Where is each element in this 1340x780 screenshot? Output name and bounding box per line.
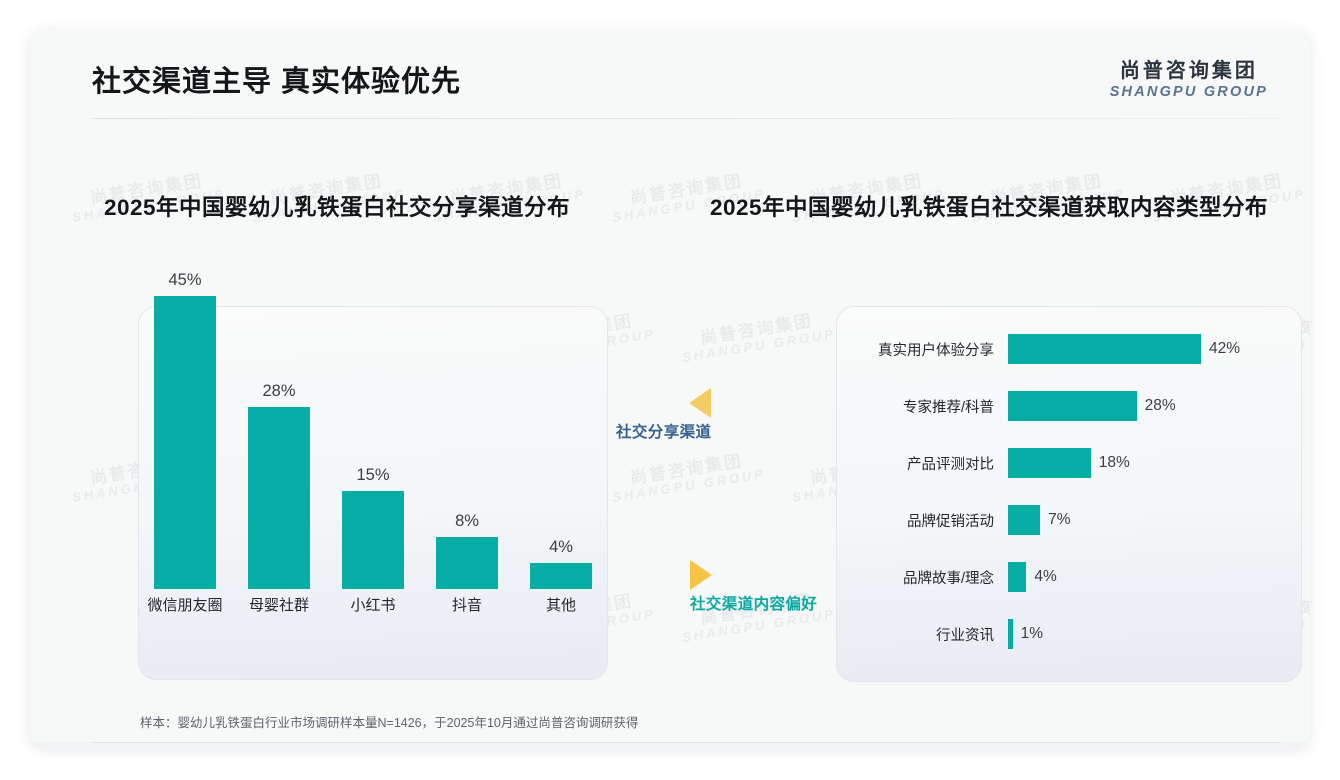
horizontal-bar-track: 28% <box>1008 391 1302 421</box>
vertical-bar-item[interactable]: 45% <box>154 244 216 589</box>
horizontal-bar-value-label: 1% <box>1020 625 1043 642</box>
chart-title-left: 2025年中国婴幼儿乳铁蛋白社交分享渠道分布 <box>104 195 571 220</box>
vertical-bar-columns: 45% 28% 15% 8% 4% <box>138 244 608 589</box>
vertical-bar-value-label: 15% <box>356 466 390 485</box>
vertical-bar-category-label: 母婴社群 <box>248 597 309 614</box>
horizontal-bar-category-label: 真实用户体验分享 <box>878 342 994 359</box>
horizontal-bar-item[interactable]: 行业资讯 1% <box>836 617 1302 651</box>
slide-footer: ©2025.12 SHANGPU GROUP www.shangpu-china… <box>30 742 1310 748</box>
horizontal-bar-category-label: 产品评测对比 <box>907 456 994 473</box>
vertical-bar-rect <box>248 406 310 589</box>
vertical-bar-category-label: 其他 <box>545 597 576 614</box>
marker-social-share-channel-label: 社交分享渠道 <box>616 424 712 441</box>
page-title: 社交渠道主导 真实体验优先 <box>92 66 462 98</box>
header-divider <box>92 118 1280 119</box>
triangle-left-icon <box>689 388 712 418</box>
logo-english-name: SHANGPU GROUP <box>1109 84 1268 100</box>
vertical-bar-category-labels: 微信朋友圈 母婴社群 小红书 抖音 其他 <box>138 594 608 615</box>
footer-divider <box>92 742 1280 743</box>
horizontal-bar-track: 1% <box>1008 619 1302 649</box>
horizontal-bar-category-label: 行业资讯 <box>936 627 994 644</box>
horizontal-bar-item[interactable]: 品牌故事/理念 4% <box>836 560 1302 594</box>
right-chart-card <box>836 306 1302 682</box>
horizontal-bar-category-label: 品牌故事/理念 <box>902 570 994 587</box>
horizontal-bar-rect <box>1008 391 1137 421</box>
chart-title-right: 2025年中国婴幼儿乳铁蛋白社交渠道获取内容类型分布 <box>710 195 1269 220</box>
company-logo: 尚普咨询集团 SHANGPU GROUP <box>1110 60 1268 102</box>
horizontal-bar-category-label: 品牌促销活动 <box>907 513 994 530</box>
vertical-bar-category-label: 微信朋友圈 <box>147 597 223 614</box>
vertical-bar-item[interactable]: 8% <box>436 244 498 589</box>
vertical-bar-rect <box>530 562 592 589</box>
horizontal-bar-value-label: 28% <box>1144 397 1176 414</box>
vertical-bar-category-label: 小红书 <box>350 597 396 614</box>
horizontal-bar-value-label: 7% <box>1048 511 1071 528</box>
horizontal-bar-rect <box>1008 619 1013 649</box>
vertical-bar-rect <box>436 536 498 589</box>
vertical-bar-value-label: 45% <box>168 271 202 289</box>
horizontal-bar-rect <box>1008 334 1201 364</box>
marker-content-preference-label: 社交渠道内容偏好 <box>690 596 818 613</box>
logo-chinese-name: 尚普咨询集团 <box>1119 60 1258 82</box>
marker-social-share-channel: 社交分享渠道 <box>616 388 712 442</box>
vertical-bar-item[interactable]: 15% <box>342 244 404 589</box>
horizontal-bar-item[interactable]: 品牌促销活动 7% <box>836 503 1302 537</box>
horizontal-bar-track: 4% <box>1008 562 1302 592</box>
marker-content-preference: 社交渠道内容偏好 <box>690 560 817 614</box>
horizontal-bar-item[interactable]: 真实用户体验分享 42% <box>836 332 1302 366</box>
social-share-channel-bar-chart: 45% 28% 15% 8% 4% 微信朋友圈 母婴社群 小红书 抖音 其他 <box>138 244 608 644</box>
vertical-bar-category-label: 抖音 <box>451 597 482 614</box>
horizontal-bar-rect <box>1008 505 1041 535</box>
horizontal-bar-value-label: 18% <box>1098 454 1130 471</box>
sample-footnote: 样本：婴幼儿乳铁蛋白行业市场调研样本量N=1426，于2025年10月通过尚普咨… <box>140 716 639 730</box>
horizontal-bar-track: 42% <box>1008 334 1302 364</box>
horizontal-bar-track: 7% <box>1008 505 1302 535</box>
horizontal-bar-item[interactable]: 专家推荐/科普 28% <box>836 389 1302 423</box>
horizontal-bar-category-label: 专家推荐/科普 <box>902 399 994 416</box>
vertical-bar-rect <box>342 491 404 589</box>
vertical-bar-value-label: 8% <box>455 511 479 530</box>
horizontal-bar-rect <box>1008 448 1091 478</box>
horizontal-bar-track: 18% <box>1008 448 1302 478</box>
triangle-right-icon <box>690 560 712 590</box>
horizontal-bar-rect <box>1008 562 1027 592</box>
vertical-bar-rect <box>154 296 216 589</box>
slide-header: 社交渠道主导 真实体验优先 尚普咨询集团 SHANGPU GROUP <box>30 30 1310 118</box>
horizontal-bar-value-label: 42% <box>1209 340 1241 357</box>
slide-canvas: 尚普咨询集团 SHANGPU GROUP 尚普咨询集团 SHANGPU GROUP 尚普… <box>30 30 1310 748</box>
content-type-bar-chart: 真实用户体验分享 42% 专家推荐/科普 28% 产品评测对比 18% 品牌促销活动 7% 品牌… <box>836 320 1302 668</box>
horizontal-bar-item[interactable]: 产品评测对比 18% <box>836 446 1302 480</box>
vertical-bar-item[interactable]: 28% <box>248 244 310 589</box>
horizontal-bar-value-label: 4% <box>1034 568 1057 585</box>
vertical-bar-value-label: 28% <box>262 381 296 400</box>
vertical-bar-item[interactable]: 4% <box>530 244 592 589</box>
vertical-bar-value-label: 4% <box>549 537 573 556</box>
